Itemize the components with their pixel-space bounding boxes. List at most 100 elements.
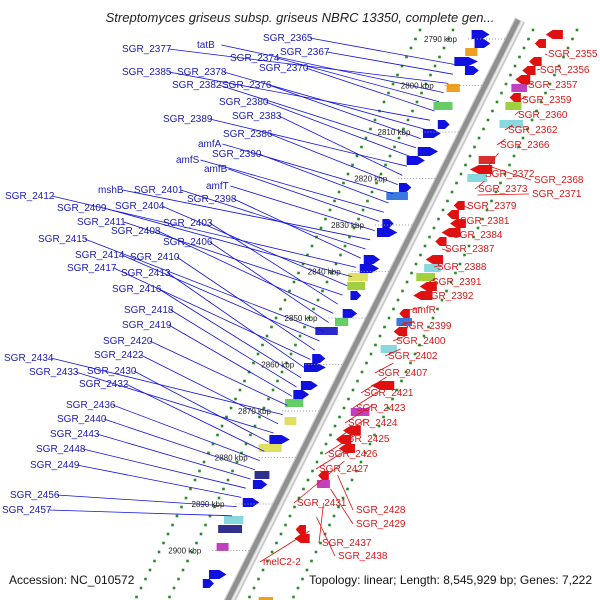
track-dot <box>391 397 394 401</box>
track-dot <box>244 442 248 446</box>
track-dot <box>283 298 287 302</box>
track-dot <box>387 91 390 95</box>
gene-label-reverse: SGR_2400 <box>396 336 446 347</box>
leader-line-forward <box>158 288 302 379</box>
gene-arrow-reverse <box>419 282 437 291</box>
track-dot <box>414 262 418 266</box>
gene-label-forward: SGR_2408 <box>111 226 161 237</box>
leader-line-reverse <box>504 124 513 131</box>
tick-label: 2790 kbp <box>424 35 457 44</box>
track-dot <box>373 433 376 437</box>
leader-line-reverse <box>374 362 394 374</box>
gene-label-reverse: SGR_2423 <box>356 403 406 414</box>
leader-line-reverse <box>408 306 422 311</box>
track-dot <box>352 226 356 230</box>
track-dot <box>343 244 347 248</box>
track-dot <box>217 496 221 500</box>
gene-arrow-reverse <box>450 219 466 228</box>
gene-box-forward <box>446 84 460 92</box>
track-dot <box>177 577 180 581</box>
track-dot <box>312 307 315 311</box>
track-dot <box>289 352 293 356</box>
track-dot <box>521 136 525 140</box>
track-dot <box>382 100 386 104</box>
genome-axis <box>225 18 521 600</box>
gene-label-forward: SGR_2419 <box>122 320 172 331</box>
track-dot <box>280 370 284 374</box>
track-dot <box>424 82 428 86</box>
track-dot <box>320 451 323 455</box>
track-dot <box>180 505 183 509</box>
track-dot <box>276 379 279 383</box>
track-dot <box>360 370 364 374</box>
track-dot <box>329 433 332 437</box>
track-dot <box>292 595 295 599</box>
track-dot <box>275 541 278 545</box>
leader-line-reverse <box>481 152 499 175</box>
gene-label-forward: SGR_2367 <box>280 47 330 58</box>
leader-line-reverse <box>463 205 471 210</box>
gene-label-forward: SGR_2403 <box>163 218 213 229</box>
leader-line-reverse <box>428 278 436 283</box>
gene-label-forward: SGR_2420 <box>103 336 153 347</box>
gene-arrow-reverse <box>425 255 444 264</box>
track-dot <box>531 28 535 32</box>
track-dot <box>229 406 233 410</box>
gene-label-forward: SGR_2436 <box>66 400 116 411</box>
leader-line-forward <box>268 84 421 139</box>
track-dot <box>427 325 430 329</box>
track-dot <box>271 388 275 392</box>
gene-arrow-forward <box>417 147 439 156</box>
track-dot <box>333 199 336 203</box>
track-dot <box>316 298 320 302</box>
track-dot <box>301 577 304 581</box>
gene-label-forward: SGR_2383 <box>232 111 282 122</box>
track-dot <box>257 577 260 581</box>
track-dot <box>364 451 367 455</box>
leader-line-forward <box>161 205 348 287</box>
track-dot <box>328 208 332 212</box>
track-dot <box>199 532 203 536</box>
track-dot <box>139 586 143 590</box>
gene-arrow-forward <box>398 183 412 192</box>
track-dot <box>575 28 579 32</box>
track-dot <box>539 100 543 104</box>
gene-label-forward: SGR_2416 <box>112 284 162 295</box>
track-dot <box>172 586 176 590</box>
gene-label-reverse: SGR_2402 <box>388 351 438 362</box>
gene-label-forward: SGR_2448 <box>36 444 86 455</box>
leader-line-reverse <box>518 96 527 101</box>
gene-arrow-forward <box>208 570 227 579</box>
gene-label-forward: SGR_2376 <box>222 80 272 91</box>
tick-label: 2900 kbp <box>168 547 201 556</box>
track-dot <box>351 388 355 392</box>
gene-label-forward: SGR_2374 <box>230 53 280 64</box>
gene-label-forward: SGR_2365 <box>263 33 313 44</box>
leader-line-forward <box>149 340 288 406</box>
gene-label-forward: SGR_2430 <box>87 366 137 377</box>
track-dot <box>396 298 400 302</box>
track-dot <box>315 460 319 464</box>
track-dot <box>359 460 363 464</box>
leader-line-forward <box>200 159 385 213</box>
track-dot <box>504 82 508 86</box>
gene-label-reverse: SGR_2438 <box>338 551 388 562</box>
track-dot <box>270 325 273 329</box>
track-dot <box>518 55 521 59</box>
track-dot <box>455 181 458 185</box>
track-dot <box>248 595 251 599</box>
track-dot <box>459 172 463 176</box>
track-dot <box>253 424 257 428</box>
track-dot <box>334 262 338 266</box>
track-dot <box>190 550 194 554</box>
track-dot <box>288 289 291 293</box>
track-dot <box>148 568 152 572</box>
gene-label-forward: SGR_2389 <box>163 114 213 125</box>
leader-line-reverse <box>330 488 354 525</box>
track-dot <box>419 253 422 257</box>
gene-label-forward: SGR_2404 <box>115 201 165 212</box>
leader-line-forward <box>84 238 325 333</box>
gene-label-forward: SGR_2414 <box>75 250 125 261</box>
tick-label: 2880 kbp <box>215 454 248 463</box>
